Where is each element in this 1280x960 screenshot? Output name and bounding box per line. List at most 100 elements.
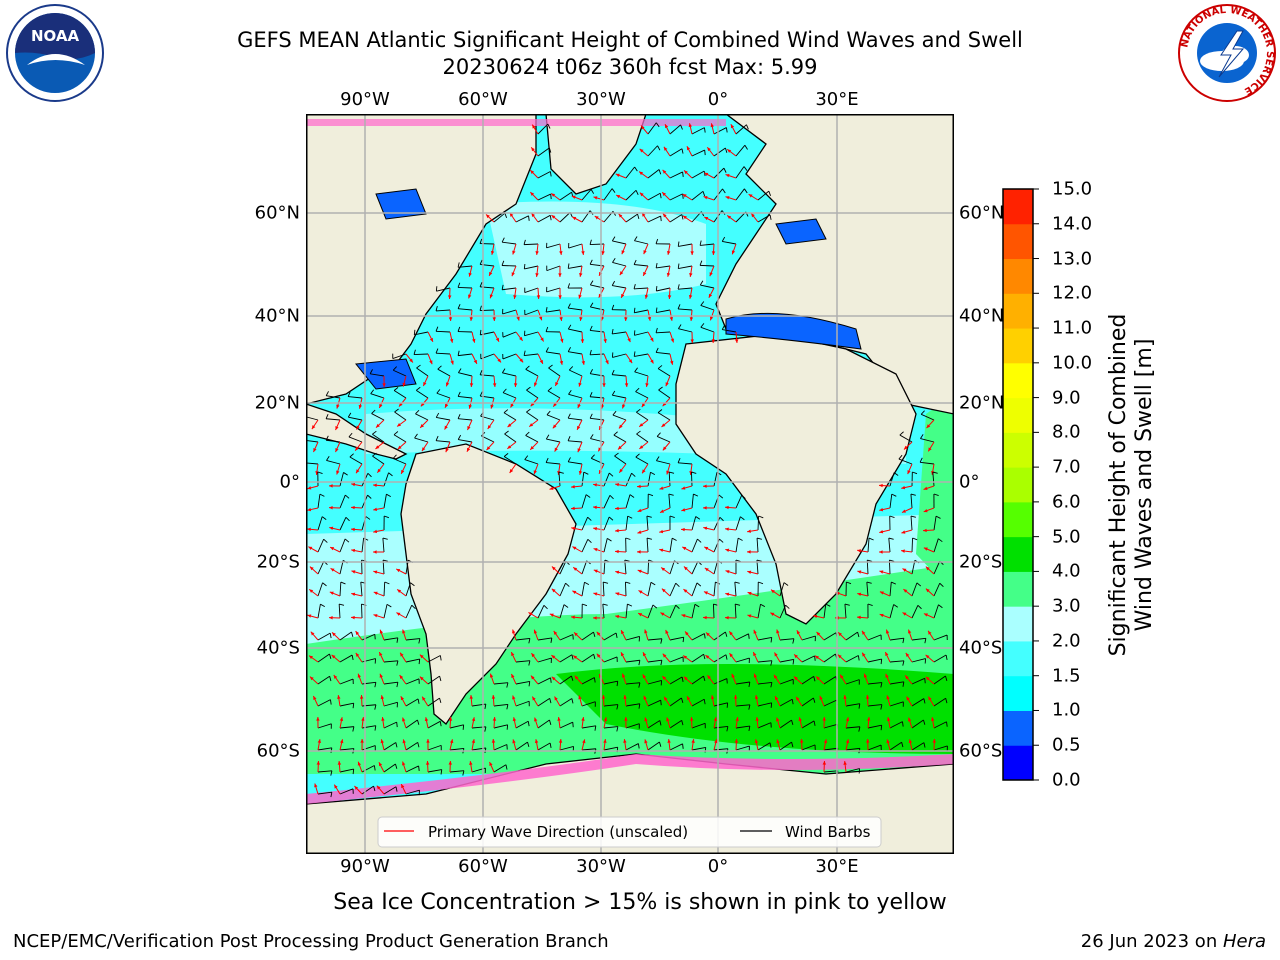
wave-arrow-head [639, 445, 644, 449]
wind-barb [911, 698, 925, 707]
wave-arrow-head [932, 739, 937, 743]
wave-arrow-head [379, 629, 384, 634]
wave-arrow-head [879, 483, 883, 488]
wind-barb [568, 243, 583, 249]
wave-arrow-head [355, 652, 360, 657]
wind-barb [427, 720, 441, 729]
wind-barb [581, 560, 588, 575]
wind-barb [317, 539, 325, 553]
wind-barb [669, 124, 681, 135]
wind-barb [634, 240, 649, 245]
wind-barb-flag [867, 603, 873, 607]
wave-arrow-head [620, 652, 625, 657]
wind-barb-flag [593, 631, 596, 638]
wind-barb [317, 653, 330, 663]
wave-arrow-head [661, 588, 666, 593]
wave-arrow-head [816, 631, 821, 636]
wave-arrow-head [310, 631, 315, 636]
wind-barb-flag [352, 726, 355, 732]
wind-barb-flag [382, 559, 389, 562]
wave-arrow-head [796, 630, 801, 635]
wind-barb [405, 719, 418, 729]
wave-arrow-head [879, 507, 884, 512]
wind-barb [603, 656, 618, 663]
wave-arrow-head [901, 485, 906, 490]
wave-arrow-head [380, 695, 385, 700]
wave-arrow-head [923, 547, 928, 551]
wave-arrow-head [640, 125, 645, 130]
wind-barb [458, 372, 473, 377]
wind-barb [559, 675, 572, 685]
wind-barb-flag [528, 215, 530, 221]
wave-arrow-head [683, 676, 688, 681]
wind-barb [504, 433, 517, 443]
wave-arrow-head [593, 483, 597, 487]
wind-barb [546, 309, 561, 313]
wave-arrow-head [684, 170, 688, 175]
wave-arrow-head [379, 673, 383, 678]
wave-arrow-head [688, 294, 693, 299]
wind-barb [911, 719, 924, 729]
wind-barb-flag [373, 765, 376, 771]
wind-barb-flag [571, 654, 574, 660]
wind-barb [656, 351, 671, 355]
wave-arrow-head [336, 404, 340, 409]
wind-barb-flag [416, 386, 421, 391]
wind-barb [383, 472, 389, 487]
wind-barb [559, 654, 573, 663]
wind-barb [537, 742, 551, 751]
wave-arrow-head [861, 630, 866, 635]
wave-arrow-head [619, 468, 623, 473]
wave-arrow-head [926, 424, 931, 429]
wind-barb [634, 353, 649, 357]
wave-arrow-head [351, 505, 355, 510]
wind-barb [889, 582, 892, 597]
wind-barb [458, 353, 473, 357]
wind-barb-flag [737, 537, 743, 541]
wind-barb [625, 703, 640, 707]
wind-barb [757, 682, 772, 685]
lat-label-left-40s: 40°S [256, 637, 300, 659]
wind-barb-flag [345, 516, 350, 522]
wave-arrow-head [593, 569, 598, 573]
wave-arrow-head [706, 632, 710, 637]
wind-barb-flag [609, 494, 614, 500]
wind-barb [414, 437, 429, 443]
wind-barb-flag [349, 453, 354, 458]
wave-arrow-head [643, 250, 647, 255]
wave-arrow-head [580, 339, 585, 343]
wind-barb-flag [660, 638, 663, 644]
sea-ice-north [306, 119, 726, 126]
wave-arrow-head [905, 675, 909, 680]
wave-arrow-head [639, 423, 644, 427]
colorbar-swatch [1003, 362, 1033, 399]
wind-barb [634, 264, 649, 267]
wind-barb [614, 455, 627, 465]
wind-barb-flag [505, 764, 508, 770]
colorbar-swatch [1003, 640, 1033, 677]
wind-barb [383, 742, 397, 751]
colorbar-tick-label: 1.0 [1052, 699, 1081, 721]
wave-arrow-head [351, 570, 356, 574]
wind-barb [889, 472, 895, 487]
wind-barb-flag [916, 582, 922, 587]
wind-barb-flag [396, 660, 399, 666]
wind-barb-flag [458, 368, 462, 373]
wind-barb [636, 433, 649, 443]
wind-barb [581, 189, 592, 201]
wind-barb-flag [484, 726, 487, 732]
wave-arrow-head [905, 652, 910, 657]
wind-barb [669, 148, 683, 157]
wind-barb [933, 745, 948, 751]
wave-arrow-head [549, 613, 554, 617]
wind-barb [317, 791, 332, 795]
wave-arrow-head [642, 652, 647, 657]
wind-barb-flag [791, 742, 794, 748]
wind-barb-flag [479, 305, 482, 311]
wave-arrow-head [449, 739, 454, 744]
wind-barb [405, 765, 419, 773]
wave-arrow-head [509, 212, 514, 217]
wind-barb [669, 676, 683, 685]
colorbar-swatch [1003, 258, 1033, 294]
wind-barb-flag [858, 703, 861, 709]
